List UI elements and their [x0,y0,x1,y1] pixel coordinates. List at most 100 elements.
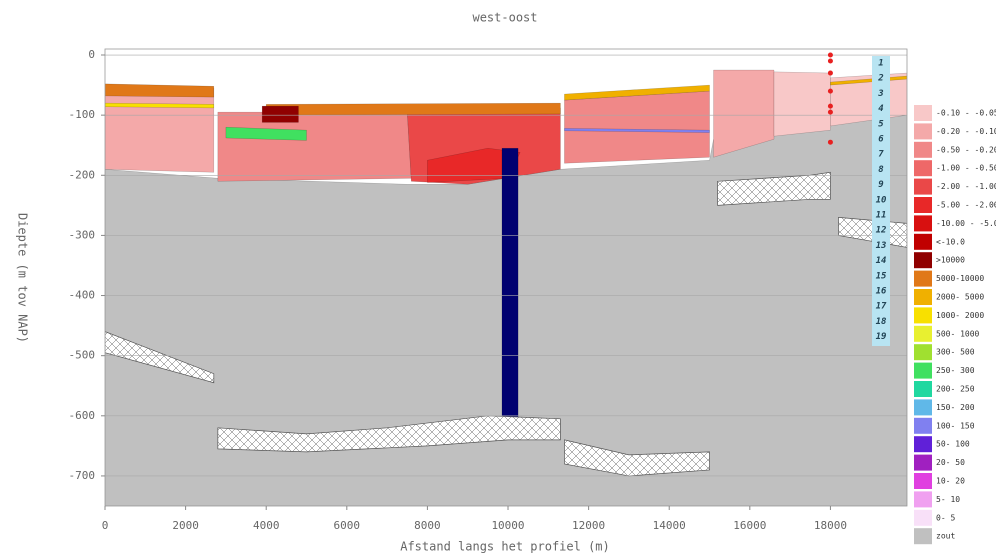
layer-label: 14 [876,256,887,266]
legend-label: <-10.0 [936,237,965,246]
legend-label: 2000- 5000 [936,293,984,302]
legend-swatch [914,473,932,489]
legend-label: 300- 500 [936,348,975,357]
legend-label: 5000-10000 [936,274,984,283]
legend-label: -1.00 - -0.50 [936,164,996,173]
legend-label: 1000- 2000 [936,311,984,320]
y-tick-label: -700 [69,469,96,482]
y-tick-label: -500 [69,349,96,362]
layer-label: 4 [878,104,883,114]
legend-swatch [914,491,932,508]
x-tick-label: 0 [102,519,109,532]
sample-point [827,70,833,76]
layer-region [564,90,710,164]
legend-label: -0.20 - -0.10 [936,127,996,136]
layer-region [501,147,519,420]
layer-label: 17 [876,302,887,312]
legend-label: 500- 1000 [936,329,980,338]
layer-label: 11 [876,211,887,221]
legend-label: 0- 5 [936,513,955,522]
layer-region [225,126,307,141]
layer-label: 10 [876,195,887,205]
plot [105,49,907,506]
x-tick-label: 12000 [572,519,605,532]
layer-region [105,87,215,173]
sample-point [827,52,833,58]
legend-label: -5.00 - -2.00 [936,201,996,210]
sample-point [827,139,833,145]
legend-swatch [914,454,932,471]
legend-swatch [914,509,932,526]
legend-swatch [914,381,932,397]
sample-point [827,88,833,94]
layer-label: 13 [876,241,887,251]
legend-swatch [914,160,932,177]
layer-label: 9 [878,180,883,190]
x-tick-label: 16000 [733,519,766,532]
legend-label: zout [936,532,955,541]
legend-label: 150- 200 [936,403,975,412]
legend-label: -0.50 - -0.20 [936,145,996,154]
hatched-region [105,331,215,384]
legend-label: 100- 150 [936,421,975,430]
layer-region [773,71,831,137]
legend-swatch [914,417,932,434]
legend-swatch [914,252,932,269]
layer-region [265,102,561,116]
legend-label: 200- 250 [936,385,975,394]
y-tick-label: -600 [69,409,96,422]
layer-label: 18 [876,317,887,327]
legend-swatch [914,344,932,361]
layer-label: 12 [876,226,887,236]
legend-swatch [914,528,932,545]
y-tick-label: 0 [88,48,95,61]
legend-swatch [914,325,932,342]
legend-swatch [914,362,932,379]
x-tick-label: 6000 [334,519,361,532]
y-axis-label: Diepte (m tov NAP) [16,213,30,343]
layer-region [105,102,215,109]
layer-region [713,69,775,158]
legend-swatch [914,197,932,213]
legend-swatch [914,215,932,232]
legend-label: -10.00 - -5.00 [936,219,996,228]
hatched-region [217,415,561,453]
y-tick-label: -400 [69,289,96,302]
sample-point [827,109,833,115]
layer-label: 8 [878,165,883,175]
legend-label: -2.00 - -1.00 [936,182,996,191]
x-tick-label: 2000 [172,519,199,532]
legend-label: >10000 [936,256,965,265]
x-tick-label: 14000 [653,519,686,532]
x-axis-label: Afstand langs het profiel (m) [400,540,610,554]
legend-swatch [914,289,932,305]
hatched-region [564,439,710,477]
legend-swatch [914,399,932,416]
layer-label: 2 [877,74,883,84]
layer-label: 1 [878,59,883,69]
legend-label: 10- 20 [936,477,965,486]
layer-column [872,56,890,346]
layer-label: 15 [876,271,887,281]
layer-label: 7 [878,150,884,160]
legend-swatch [914,233,932,250]
legend-swatch [914,178,932,195]
y-tick-label: -200 [69,168,96,181]
legend-label: 5- 10 [936,495,960,504]
sample-point [827,58,833,64]
layer-region [261,105,299,123]
legend-swatch [914,123,932,140]
layer-region [105,83,215,98]
legend-swatch [914,105,932,121]
layer-region [217,111,412,182]
x-tick-label: 10000 [491,519,524,532]
legend-label: 50- 100 [936,440,970,449]
layer-region [564,128,710,133]
x-tick-label: 18000 [814,519,847,532]
legend-swatch [914,141,932,158]
layer-label: 19 [876,332,887,342]
x-tick-label: 4000 [253,519,280,532]
layer-label: 16 [876,287,887,297]
layer-label: 6 [878,135,884,145]
